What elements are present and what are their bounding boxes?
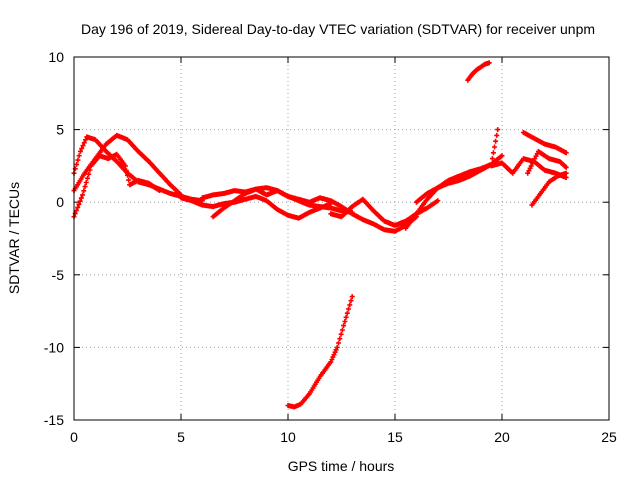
data-points [71,134,205,204]
y-tick-label: 0 [56,194,64,210]
y-tick-label: 5 [56,122,64,138]
y-tick-label: -15 [44,412,64,428]
x-axis-label: GPS time / hours [288,458,395,474]
x-tick-label: 5 [177,429,185,445]
x-tick-label: 0 [70,429,78,445]
x-tick-labels: 0 5 10 15 20 25 [70,429,617,445]
y-tick-label: -10 [44,339,64,355]
data-points [285,294,355,410]
data-layer [71,60,569,410]
data-points [525,148,569,176]
tick-layer [73,56,610,421]
y-tick-labels: -15 -10 -5 0 5 10 [44,49,64,428]
x-tick-label: 15 [387,429,403,445]
data-points [413,127,501,205]
data-series-track-l [525,148,569,176]
data-points [520,130,569,156]
data-points [465,60,492,83]
x-tick-label: 20 [494,429,510,445]
data-series-track-k [520,130,569,156]
y-axis-label: SDTVAR / TECUs [6,182,22,294]
chart-title: Day 196 of 2019, Sidereal Day-to-day VTE… [81,21,595,37]
data-series-track-a [71,134,205,204]
x-tick-label: 10 [280,429,296,445]
y-tick-label: 10 [48,49,64,65]
y-tick-label: -5 [52,267,65,283]
data-series-track-n [285,294,355,410]
x-tick-label: 25 [601,429,617,445]
data-series-track-i [413,127,501,205]
data-points [529,170,569,208]
plot-frame [73,56,610,421]
data-series-track-o [465,60,492,83]
data-series-track-m [529,170,569,208]
grid-layer [74,57,609,420]
